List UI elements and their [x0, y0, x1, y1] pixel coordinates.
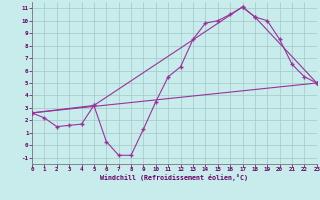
X-axis label: Windchill (Refroidissement éolien,°C): Windchill (Refroidissement éolien,°C) — [100, 174, 248, 181]
